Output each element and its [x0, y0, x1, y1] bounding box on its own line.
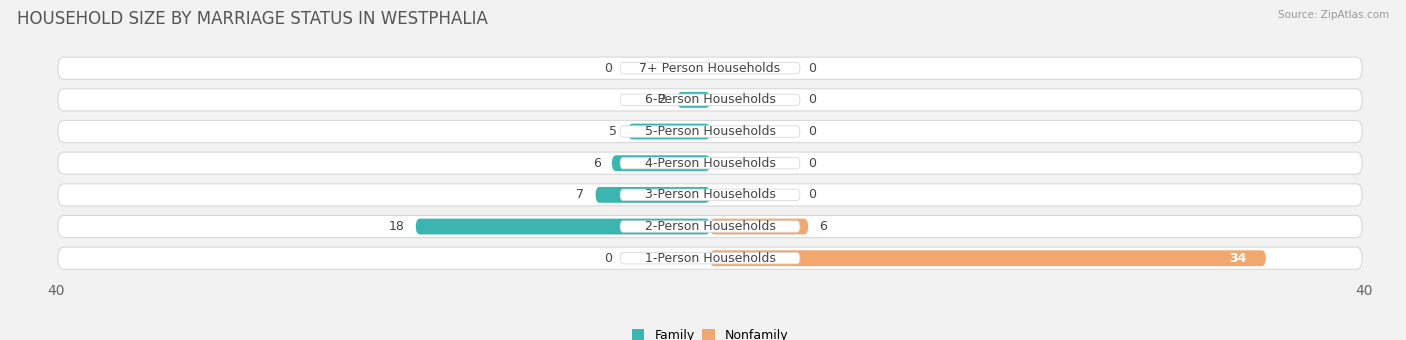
- Text: HOUSEHOLD SIZE BY MARRIAGE STATUS IN WESTPHALIA: HOUSEHOLD SIZE BY MARRIAGE STATUS IN WES…: [17, 10, 488, 28]
- Text: 5: 5: [609, 125, 617, 138]
- Text: 0: 0: [808, 62, 815, 75]
- FancyBboxPatch shape: [596, 187, 710, 203]
- Text: 6: 6: [593, 157, 600, 170]
- FancyBboxPatch shape: [58, 152, 1362, 174]
- FancyBboxPatch shape: [710, 250, 1265, 266]
- Text: 0: 0: [808, 157, 815, 170]
- Text: 6: 6: [820, 220, 827, 233]
- Text: 6-Person Households: 6-Person Households: [644, 94, 776, 106]
- FancyBboxPatch shape: [620, 253, 800, 264]
- FancyBboxPatch shape: [58, 184, 1362, 206]
- FancyBboxPatch shape: [710, 219, 808, 235]
- Text: 5-Person Households: 5-Person Households: [644, 125, 776, 138]
- Legend: Family, Nonfamily: Family, Nonfamily: [631, 329, 789, 340]
- Text: 2-Person Households: 2-Person Households: [644, 220, 776, 233]
- Text: 1-Person Households: 1-Person Households: [644, 252, 776, 265]
- FancyBboxPatch shape: [620, 221, 800, 232]
- FancyBboxPatch shape: [58, 216, 1362, 238]
- Text: 0: 0: [605, 252, 612, 265]
- FancyBboxPatch shape: [416, 219, 710, 235]
- FancyBboxPatch shape: [58, 120, 1362, 142]
- FancyBboxPatch shape: [620, 189, 800, 201]
- Text: 0: 0: [605, 62, 612, 75]
- Text: 3-Person Households: 3-Person Households: [644, 188, 776, 201]
- Text: 7: 7: [576, 188, 583, 201]
- Text: 18: 18: [388, 220, 405, 233]
- FancyBboxPatch shape: [58, 57, 1362, 79]
- FancyBboxPatch shape: [620, 157, 800, 169]
- FancyBboxPatch shape: [620, 126, 800, 137]
- FancyBboxPatch shape: [620, 94, 800, 105]
- Text: Source: ZipAtlas.com: Source: ZipAtlas.com: [1278, 10, 1389, 20]
- Text: 34: 34: [1229, 252, 1246, 265]
- Text: 7+ Person Households: 7+ Person Households: [640, 62, 780, 75]
- FancyBboxPatch shape: [58, 89, 1362, 111]
- Text: 0: 0: [808, 188, 815, 201]
- FancyBboxPatch shape: [612, 155, 710, 171]
- Text: 4-Person Households: 4-Person Households: [644, 157, 776, 170]
- FancyBboxPatch shape: [678, 92, 710, 108]
- Text: 0: 0: [808, 125, 815, 138]
- Text: 0: 0: [808, 94, 815, 106]
- FancyBboxPatch shape: [628, 124, 710, 139]
- FancyBboxPatch shape: [58, 247, 1362, 269]
- FancyBboxPatch shape: [620, 63, 800, 74]
- Text: 2: 2: [658, 94, 666, 106]
